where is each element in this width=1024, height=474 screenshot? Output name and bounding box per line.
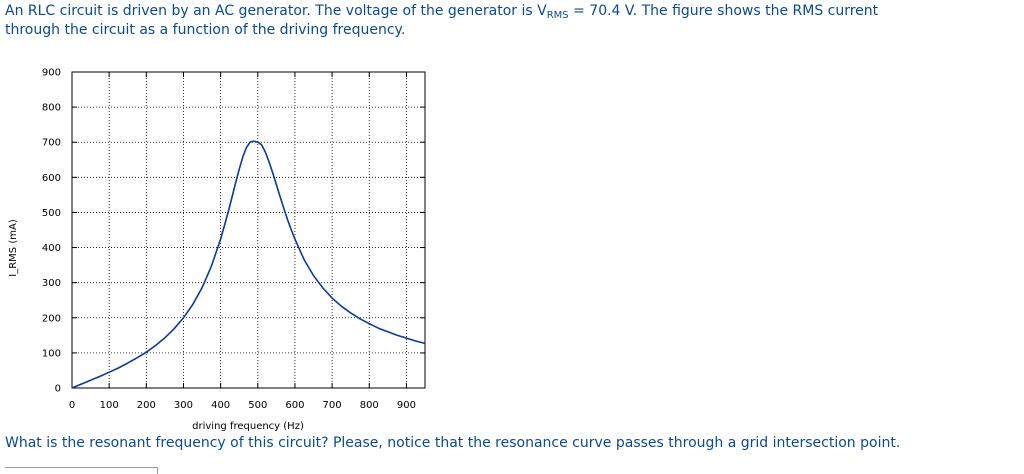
y-tick-label: 300 [42, 278, 61, 289]
problem-line2-text: through the circuit as a function of the… [5, 22, 406, 38]
problem-line1-text: An RLC circuit is driven by an AC genera… [5, 3, 547, 19]
x-tick-labels: 0 100 200 300 400 500 600 700 800 900 [69, 400, 416, 411]
x-tick-label: 300 [174, 400, 193, 411]
series-line-current [71, 140, 426, 389]
x-tick-label: 400 [211, 400, 230, 411]
x-tick-label: 0 [69, 400, 75, 411]
x-tick-label: 600 [285, 400, 304, 411]
answer-input[interactable] [5, 467, 158, 474]
x-tick-label: 900 [397, 400, 416, 411]
x-axis-label: driving frequency (Hz) [192, 421, 304, 432]
y-axis-label: I_RMS (mA) [8, 219, 19, 277]
chart-ticks [71, 71, 425, 389]
y-tick-label: 600 [42, 173, 61, 184]
problem-line1-subscript: RMS [546, 10, 569, 21]
y-tick-label: 400 [42, 243, 61, 254]
chart-grid [72, 71, 425, 388]
y-tick-labels: 0 100 200 300 400 500 600 700 800 900 [42, 68, 61, 395]
y-tick-label: 700 [42, 138, 61, 149]
y-tick-label: 200 [42, 313, 61, 324]
resonance-chart: 0 100 200 300 400 500 600 700 800 900 0 100 200 300 4… [8, 68, 426, 432]
y-tick-label: 800 [42, 103, 61, 114]
x-tick-label: 500 [248, 400, 267, 411]
x-tick-label: 800 [360, 400, 379, 411]
problem-line1-tail: = 70.4 V. The figure shows the RMS curre… [568, 3, 879, 19]
x-tick-label: 700 [323, 400, 342, 411]
question-text: What is the resonant frequency of this c… [5, 435, 901, 451]
y-tick-label: 500 [42, 208, 61, 219]
y-tick-label: 900 [42, 68, 61, 79]
plot-frame [71, 71, 426, 389]
y-tick-label: 0 [55, 384, 61, 395]
x-tick-label: 200 [137, 400, 156, 411]
problem-statement: An RLC circuit is driven by an AC genera… [5, 2, 1024, 40]
y-tick-label: 100 [42, 348, 61, 359]
x-tick-label: 100 [100, 400, 119, 411]
